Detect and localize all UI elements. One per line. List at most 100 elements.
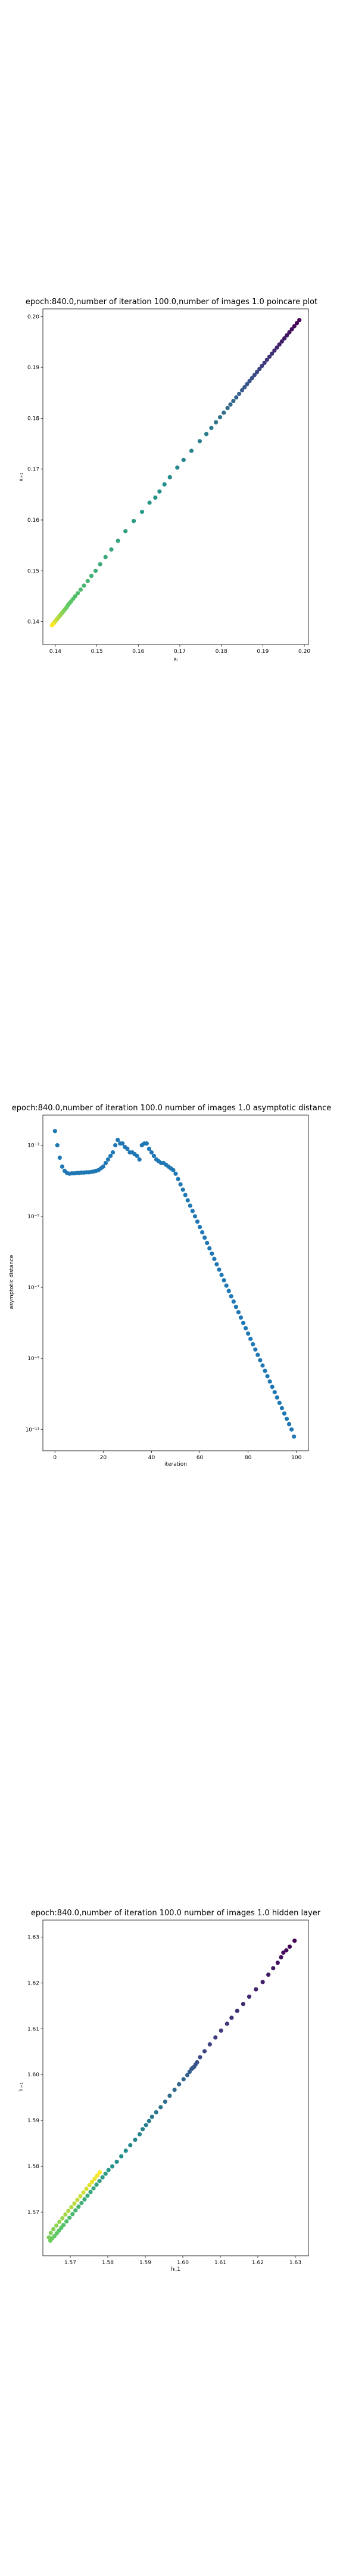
poincare-point <box>297 318 302 323</box>
asymptotic-point <box>255 1352 260 1357</box>
poincare-point <box>116 538 120 543</box>
hidden-layer-points <box>46 1939 297 2243</box>
hidden-layer-point <box>48 2238 53 2243</box>
asymptotic-point <box>279 1405 284 1411</box>
hidden-layer-point <box>110 2164 115 2169</box>
hidden-layer-point <box>281 1950 286 1955</box>
asymptotic-point <box>197 1225 202 1230</box>
asymptotic-point <box>149 1150 154 1155</box>
asymptotic-point <box>212 1256 217 1261</box>
hidden-layer-point <box>123 2148 128 2153</box>
hidden-layer-point <box>163 2099 167 2104</box>
poincare-point <box>282 336 287 341</box>
poincare-point <box>294 321 300 326</box>
y-tick-label: 0.20 <box>27 314 39 320</box>
x-tick-label: 1.62 <box>252 2260 264 2266</box>
x-tick-label: 1.60 <box>177 2260 189 2266</box>
x-tick-label: 40 <box>148 1455 155 1461</box>
asymptotic-point <box>272 1390 277 1395</box>
poincare-point <box>175 465 180 470</box>
hidden-layer-point <box>75 2197 80 2202</box>
poincare-points <box>49 318 302 628</box>
hidden-layer-point <box>97 2179 102 2184</box>
hidden-layer-point <box>287 1945 292 1949</box>
hidden-layer-point <box>81 2190 86 2195</box>
x-tick-label: 0.16 <box>132 649 144 655</box>
x-tick-label: 100 <box>291 1455 301 1461</box>
hidden-layer-point <box>87 2182 92 2188</box>
asymptotic-point <box>260 1363 265 1368</box>
hidden-layer-point <box>82 2197 87 2202</box>
hidden-layer-point <box>213 2035 218 2040</box>
hidden-layer-ylabel: hᵢ₊₁ <box>18 2082 24 2092</box>
hidden-layer-point <box>100 2175 105 2180</box>
asymptotic-point <box>248 1336 253 1341</box>
poincare-point <box>85 578 90 583</box>
hidden-layer-point <box>177 2082 182 2086</box>
asymptotic-point <box>190 1209 195 1213</box>
y-tick-label: 1.60 <box>27 2072 39 2078</box>
hidden-layer-point <box>185 2073 190 2077</box>
asymptotic-point <box>246 1331 251 1336</box>
y-tick-label: 0.16 <box>27 518 39 524</box>
asymptotic-point <box>57 1155 62 1160</box>
hidden-layer-point <box>78 2194 83 2199</box>
asymptotic-point <box>243 1326 248 1331</box>
poincare-xlabel: xᵢ <box>174 657 178 662</box>
hidden-layer-point <box>247 1994 252 1999</box>
poincare-chart: epoch:840.0,number of iteration 100.0,nu… <box>18 298 317 662</box>
hidden-layer-point <box>88 2190 93 2194</box>
asymptotic-point <box>113 1143 118 1148</box>
hidden-layer-point <box>79 2200 84 2206</box>
hidden-layer-point <box>154 2110 158 2114</box>
asymptotic-point <box>275 1395 279 1400</box>
poincare-point <box>262 360 267 366</box>
poincare-point <box>139 509 145 514</box>
hidden-layer-point <box>67 2215 72 2220</box>
poincare-point <box>237 391 242 397</box>
hidden-layer-point <box>114 2159 119 2164</box>
poincare-point <box>217 415 223 420</box>
poincare-point <box>82 583 86 588</box>
asymptotic-point <box>125 1146 130 1151</box>
poincare-point <box>264 357 269 362</box>
poincare-point <box>93 568 98 573</box>
hidden-layer-point <box>140 2127 145 2132</box>
poincare-point <box>98 562 102 566</box>
hidden-layer-point <box>92 2176 97 2181</box>
poincare-point <box>153 495 158 500</box>
hidden-layer-point <box>198 2055 202 2060</box>
y-tick-label: 0.15 <box>27 568 39 574</box>
x-tick-label: 0.19 <box>257 649 269 655</box>
asymptotic-point <box>233 1305 238 1309</box>
asymptotic-point <box>200 1230 205 1235</box>
hidden-layer-title: epoch:840.0,number of iteration 100.0 nu… <box>31 1909 321 1918</box>
poincare-point <box>242 385 247 389</box>
poincare-point <box>277 342 282 347</box>
asymptotic-point <box>270 1385 275 1389</box>
poincare-point <box>257 367 262 371</box>
poincare-point <box>103 555 108 559</box>
x-tick-label: 1.57 <box>64 2260 76 2266</box>
hidden-layer-point <box>167 2093 172 2098</box>
hidden-layer-point <box>133 2137 138 2142</box>
hidden-layer-point <box>137 2132 142 2137</box>
hidden-layer-point <box>271 1966 276 1971</box>
asymptotic-point <box>277 1400 282 1405</box>
asymptotic-point <box>146 1146 151 1151</box>
hidden-layer-point <box>76 2205 81 2209</box>
y-tick-label: 1.57 <box>27 2210 39 2216</box>
asymptotic-point <box>137 1157 142 1162</box>
hidden-layer-ticks: 1.57 1.58 1.59 1.60 1.61 1.62 1.63 1.57 1.58 1.59… <box>27 1934 301 2266</box>
asymptotic-point <box>173 1171 178 1176</box>
x-tick-label: 1.61 <box>214 2260 226 2266</box>
asymptotic-point <box>151 1153 157 1159</box>
poincare-point <box>252 373 257 377</box>
asymptotic-point <box>205 1240 210 1246</box>
hidden-layer-point <box>69 2205 74 2210</box>
hidden-layer-point <box>51 2227 56 2231</box>
asymptotic-point <box>263 1368 267 1373</box>
poincare-title: epoch:840.0,number of iteration 100.0,nu… <box>26 298 317 306</box>
hidden-layer-chart: epoch:840.0,number of iteration 100.0 nu… <box>18 1909 321 2272</box>
